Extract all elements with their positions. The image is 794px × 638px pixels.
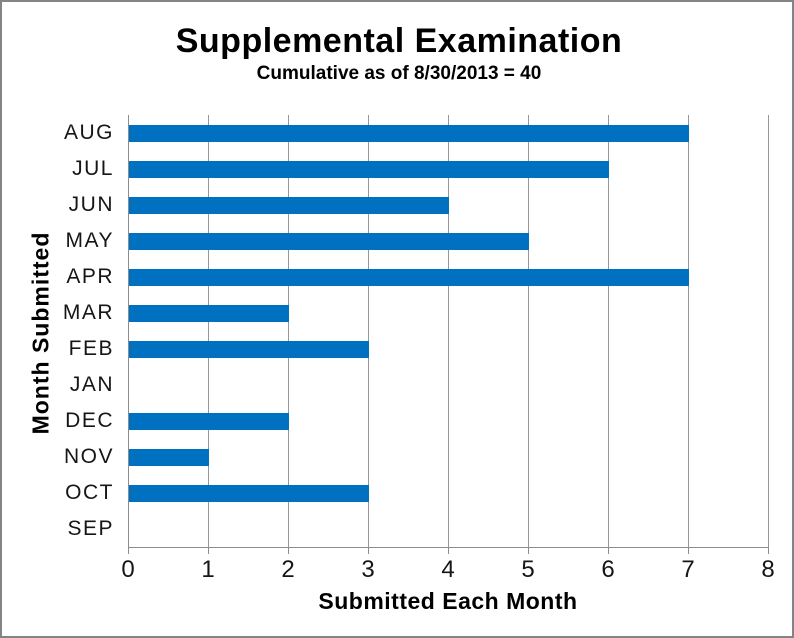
bar-aug <box>129 124 689 142</box>
x-tick-label-6: 6 <box>601 556 615 583</box>
bar-jun <box>129 196 449 214</box>
x-tick-label-1: 1 <box>201 556 215 583</box>
x-tickmark-4 <box>448 548 449 554</box>
gridline-1 <box>208 115 209 547</box>
x-axis-tick-labels: 0 1 2 3 4 5 6 7 8 <box>121 556 774 584</box>
gridline-4 <box>448 115 449 547</box>
x-tickmark-2 <box>288 548 289 554</box>
gridline-7 <box>688 115 689 547</box>
x-tickmark-5 <box>528 548 529 554</box>
bar-dec <box>129 412 289 430</box>
gridline-3 <box>368 115 369 547</box>
bar-may <box>129 232 529 250</box>
x-tick-label-5: 5 <box>521 556 535 583</box>
gridline-5 <box>528 115 529 547</box>
y-category-label-jan: JAN <box>69 373 114 396</box>
chart-subtitle: Cumulative as of 8/30/2013 = 40 <box>256 63 542 84</box>
y-category-label-oct: OCT <box>65 481 114 504</box>
y-category-label-mar: MAR <box>62 301 114 324</box>
x-tickmark-6 <box>608 548 609 554</box>
x-tickmark-3 <box>368 548 369 554</box>
plot-area <box>128 115 769 548</box>
x-axis-tickmarks <box>128 548 770 554</box>
gridline-8 <box>768 115 769 547</box>
chart-title: Supplemental Examination <box>175 22 623 60</box>
x-tickmark-1 <box>208 548 209 554</box>
y-category-label-may: MAY <box>65 229 114 252</box>
y-category-label-jul: JUL <box>72 157 114 180</box>
x-tickmark-7 <box>688 548 689 554</box>
bar-nov <box>129 448 209 466</box>
bar-jul <box>129 160 609 178</box>
gridline-6 <box>608 115 609 547</box>
x-tick-label-4: 4 <box>441 556 455 583</box>
x-axis-title: Submitted Each Month <box>318 588 578 614</box>
y-category-label-jun: JUN <box>68 193 114 216</box>
gridline-2 <box>288 115 289 547</box>
y-category-label-dec: DEC <box>65 409 114 432</box>
x-tick-label-3: 3 <box>361 556 375 583</box>
y-category-label-sep: SEP <box>67 517 114 540</box>
bar-oct <box>129 484 369 502</box>
y-category-label-feb: FEB <box>68 337 114 360</box>
x-tick-label-8: 8 <box>761 556 775 583</box>
x-tick-label-7: 7 <box>681 556 695 583</box>
x-tick-label-2: 2 <box>281 556 295 583</box>
y-category-label-apr: APR <box>66 265 114 288</box>
x-tickmark-0 <box>128 548 129 554</box>
bar-mar <box>129 304 289 322</box>
y-category-label-aug: AUG <box>63 121 114 144</box>
y-category-label-nov: NOV <box>63 445 114 468</box>
bar-feb <box>129 340 369 358</box>
y-axis-labels: AUG JUL JUN MAY APR MAR FEB JAN DEC NOV OCT SEP <box>2 115 114 547</box>
x-tickmark-8 <box>768 548 769 554</box>
bar-apr <box>129 268 689 286</box>
x-tick-label-0: 0 <box>121 556 135 583</box>
